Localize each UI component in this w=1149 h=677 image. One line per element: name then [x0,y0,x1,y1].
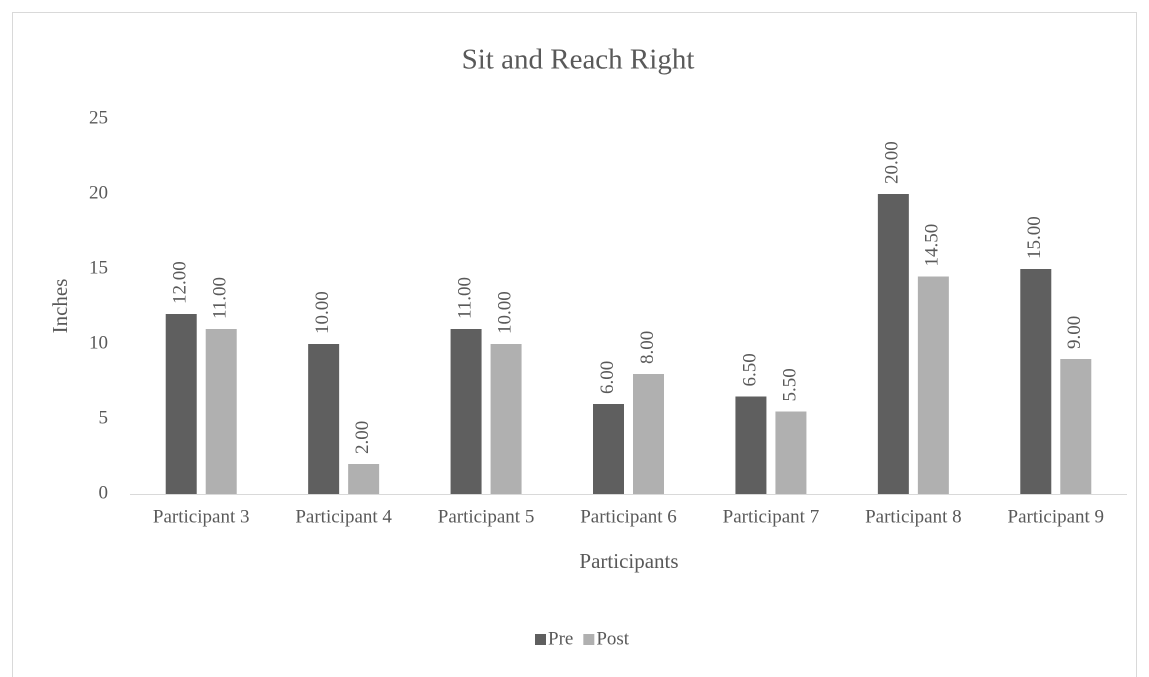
x-tick-label: Participant 3 [153,506,250,527]
data-label: 6.50 [739,353,760,386]
legend-label: Pre [548,628,573,649]
chart-title: Sit and Reach Right [462,44,695,76]
bar [877,194,909,494]
data-label: 11.00 [210,277,231,319]
bar [348,464,380,494]
legend-label: Post [596,628,629,649]
y-tick-label: 15 [89,257,108,278]
data-label: 15.00 [1024,216,1045,259]
data-label: 2.00 [352,421,373,454]
bar [1060,359,1092,494]
bar [1020,269,1052,494]
bar [917,276,949,494]
data-label: 12.00 [170,261,191,304]
bar [775,411,807,494]
data-label: 5.50 [779,368,800,401]
data-label: 14.50 [922,224,943,267]
bar [205,329,237,494]
data-label: 20.00 [882,141,903,184]
legend-swatch [535,634,546,645]
y-axis-title: Inches [48,279,72,334]
y-tick-label: 20 [89,182,108,203]
x-tick-label: Participant 4 [295,506,392,527]
bar [450,329,482,494]
data-label: 9.00 [1064,316,1085,349]
x-tick-label: Participant 7 [723,506,820,527]
data-label: 10.00 [494,291,515,334]
bar [633,374,664,494]
y-tick-label: 0 [99,482,109,503]
data-label: 8.00 [637,331,658,364]
data-label: 11.00 [454,277,475,319]
x-tick-label: Participant 6 [580,506,677,527]
bar [490,344,522,494]
data-label: 10.00 [312,291,333,334]
x-tick-label: Participant 5 [438,506,535,527]
legend-swatch [583,634,595,645]
bar [165,314,197,494]
data-label: 6.00 [597,361,618,394]
x-tick-label: Participant 8 [865,506,962,527]
bar [593,404,624,494]
y-tick-label: 10 [89,332,108,353]
bar [308,344,340,494]
x-axis-title: Participants [579,549,678,573]
chart-border [12,12,1137,677]
bar [735,396,767,494]
x-tick-label: Participant 9 [1008,506,1105,527]
y-tick-label: 5 [99,407,109,428]
y-tick-label: 25 [89,107,108,128]
